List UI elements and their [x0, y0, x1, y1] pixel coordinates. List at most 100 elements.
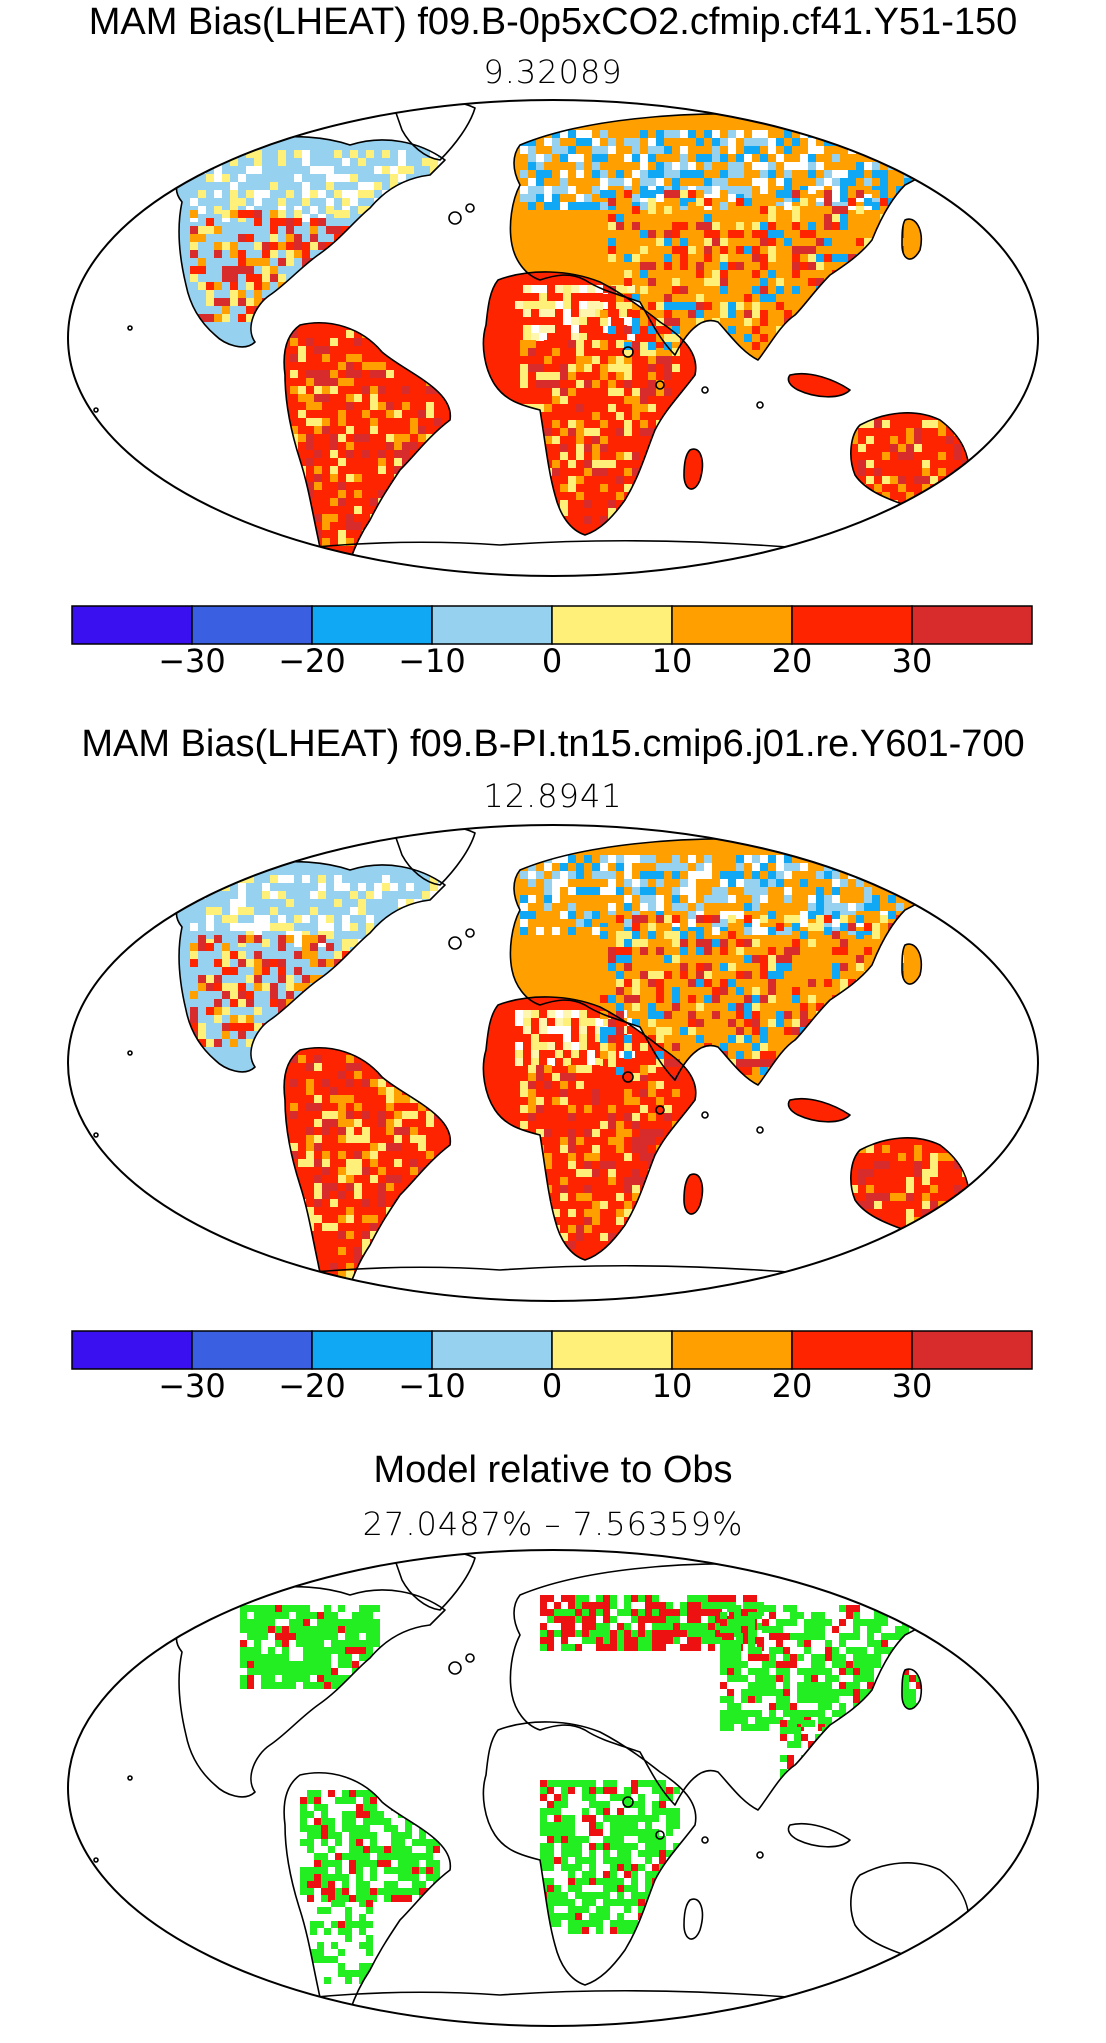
grid-cell — [728, 310, 736, 318]
grid-cell — [848, 1067, 856, 1075]
grid-cell — [858, 1161, 866, 1169]
grid-cell-better — [568, 1815, 575, 1822]
grid-cell — [712, 286, 720, 294]
grid-cell — [386, 1127, 394, 1135]
grid-cell-better — [804, 1633, 811, 1640]
grid-cell-better — [596, 1787, 603, 1794]
grid-cell — [898, 1217, 906, 1225]
grid-cell-better — [776, 1696, 783, 1703]
grid-cell — [768, 302, 776, 310]
grid-cell-better — [582, 1878, 589, 1885]
grid-cell — [672, 278, 680, 286]
grid-cell — [720, 190, 728, 198]
grid-cell — [394, 514, 402, 522]
grid-cell — [230, 266, 238, 274]
grid-cell — [656, 1059, 664, 1067]
grid-cell-better — [610, 1871, 617, 1878]
grid-cell — [544, 887, 552, 895]
grid-cell — [808, 286, 816, 294]
grid-cell — [520, 364, 528, 372]
grid-cell — [306, 562, 314, 570]
grid-cell — [776, 286, 784, 294]
grid-cell — [430, 939, 438, 947]
grid-cell — [326, 166, 334, 174]
grid-cell — [426, 1167, 434, 1175]
colorbar-tick-label: 0 — [542, 1367, 562, 1405]
grid-cell-better — [370, 1860, 377, 1867]
grid-cell — [302, 150, 310, 158]
grid-cell — [528, 452, 536, 460]
grid-cell-better — [909, 1724, 916, 1731]
grid-cell — [426, 554, 434, 562]
grid-cell — [664, 1097, 672, 1105]
grid-cell — [792, 230, 800, 238]
grid-cell-worse — [694, 1609, 701, 1616]
grid-cell-better — [296, 1675, 303, 1682]
grid-cell — [338, 442, 346, 450]
grid-cell — [430, 214, 438, 222]
grid-cell-worse — [540, 1623, 547, 1630]
grid-cell — [552, 194, 560, 202]
grid-cell-better — [617, 1644, 624, 1651]
grid-cell — [890, 1153, 898, 1161]
grid-cell-better — [575, 1927, 582, 1934]
grid-cell-better — [363, 1825, 370, 1832]
grid-cell — [832, 214, 840, 222]
grid-cell — [262, 899, 270, 907]
grid-cell — [816, 931, 824, 939]
grid-cell — [848, 1003, 856, 1011]
grid-cell — [430, 206, 438, 214]
grid-cell-better — [349, 1846, 356, 1853]
grid-cell — [720, 895, 728, 903]
grid-cell — [752, 1043, 760, 1051]
grid-cell-worse — [247, 1661, 254, 1668]
grid-cell — [872, 939, 880, 947]
grid-cell — [190, 907, 198, 915]
grid-cell — [672, 444, 680, 452]
grid-cell — [298, 554, 306, 562]
grid-cell-better — [734, 1612, 741, 1619]
grid-cell — [330, 498, 338, 506]
grid-cell — [744, 915, 752, 923]
grid-cell-better — [645, 1850, 652, 1857]
grid-cell — [632, 302, 640, 310]
grid-cell-better — [811, 1633, 818, 1640]
grid-cell — [624, 500, 632, 508]
grid-cell — [600, 154, 608, 162]
grid-cell-better — [568, 1906, 575, 1913]
grid-cell — [576, 444, 584, 452]
grid-cell — [370, 538, 378, 546]
grid-cell — [600, 855, 608, 863]
grid-cell — [664, 206, 672, 214]
grid-cell — [720, 939, 728, 947]
grid-cell — [648, 146, 656, 154]
grid-cell-better — [345, 1654, 352, 1661]
grid-cell — [760, 230, 768, 238]
grid-cell — [922, 1185, 930, 1193]
grid-cell-better — [794, 1741, 801, 1748]
grid-cell — [906, 452, 914, 460]
grid-cell — [632, 879, 640, 887]
grid-cell-better — [324, 1977, 331, 1984]
grid-cell — [410, 426, 418, 434]
grid-cell — [246, 266, 254, 274]
grid-cell — [840, 302, 848, 310]
grid-cell — [808, 963, 816, 971]
grid-cell-better — [317, 1640, 324, 1647]
grid-cell — [816, 254, 824, 262]
grid-cell — [528, 428, 536, 436]
grid-cell-better — [247, 1626, 254, 1633]
grid-cell-worse — [776, 1633, 783, 1640]
grid-cell — [962, 1217, 969, 1225]
grid-cell — [696, 334, 704, 342]
grid-cell — [592, 476, 600, 484]
grid-cell-better — [673, 1815, 680, 1822]
grid-cell — [576, 162, 584, 170]
grid-cell — [584, 1065, 592, 1073]
grid-cell — [904, 919, 912, 927]
grid-cell — [808, 939, 816, 947]
grid-cell-worse — [356, 1811, 363, 1818]
grid-cell-better — [673, 1857, 680, 1864]
grid-cell — [922, 1177, 930, 1185]
grid-cell-better — [902, 1696, 909, 1703]
